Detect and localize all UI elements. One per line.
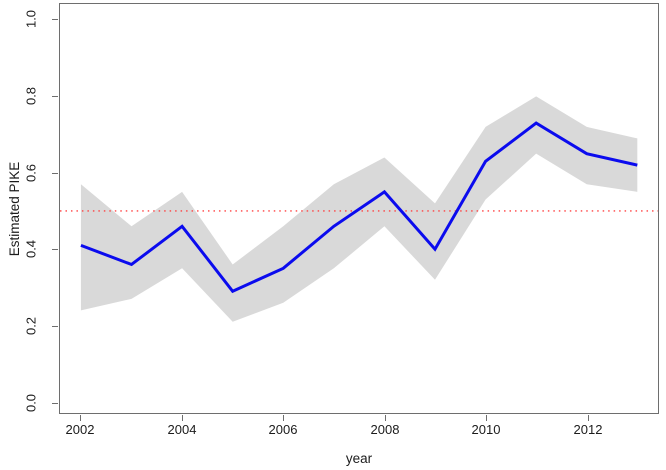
x-tick-label: 2006 <box>268 422 298 437</box>
y-tick-label: 0.6 <box>23 163 39 183</box>
y-tick-0.4 <box>52 249 58 250</box>
y-tick-label: 0.4 <box>23 239 39 259</box>
y-tick-label: 0.8 <box>23 86 39 106</box>
x-tick-2006 <box>283 415 284 421</box>
x-tick-label: 2004 <box>167 422 197 437</box>
y-tick-label: 0.0 <box>23 393 39 413</box>
x-tick-label: 2008 <box>370 422 400 437</box>
y-tick-label: 1.0 <box>23 9 39 29</box>
x-tick-label: 2010 <box>471 422 501 437</box>
y-tick-0.8 <box>52 96 58 97</box>
y-axis-title: Estimated PIKE <box>7 161 22 257</box>
x-tick-2008 <box>385 415 386 421</box>
x-tick-label: 2012 <box>573 422 603 437</box>
x-tick-2012 <box>588 415 589 421</box>
x-tick-2004 <box>182 415 183 421</box>
x-tick-2002 <box>80 415 81 421</box>
pike-trend-line <box>80 121 638 294</box>
y-tick-0.6 <box>52 173 58 174</box>
x-tick-label: 2002 <box>65 422 95 437</box>
y-tick-0.0 <box>52 403 58 404</box>
y-tick-label: 0.2 <box>23 316 39 336</box>
y-tick-1.0 <box>52 19 58 20</box>
plot-area <box>59 3 659 414</box>
y-tick-0.2 <box>52 326 58 327</box>
x-tick-2010 <box>486 415 487 421</box>
x-axis-title: year <box>345 451 373 466</box>
chart-canvas <box>60 96 658 322</box>
